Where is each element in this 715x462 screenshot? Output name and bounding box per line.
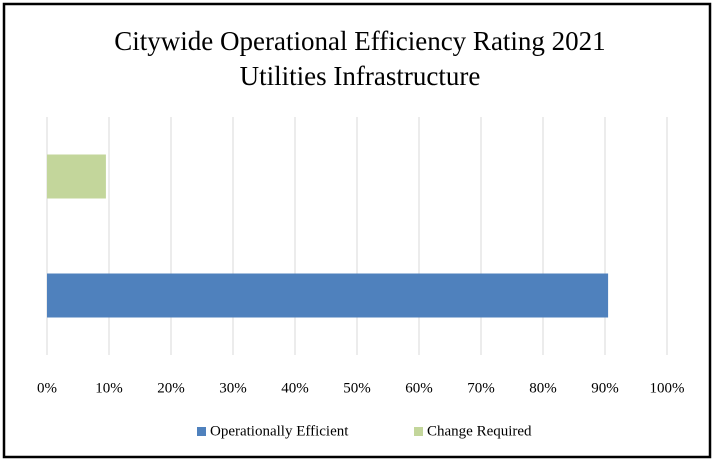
x-tick-label: 80% xyxy=(529,380,557,396)
legend-label: Change Required xyxy=(427,423,532,439)
x-tick-label: 0% xyxy=(37,380,57,396)
x-tick-label: 20% xyxy=(157,380,185,396)
legend-swatch xyxy=(414,427,423,436)
legend-swatch xyxy=(197,427,206,436)
x-tick-label: 50% xyxy=(343,380,371,396)
bar xyxy=(47,273,609,318)
x-tick-label: 100% xyxy=(650,380,685,396)
x-tick-label: 40% xyxy=(281,380,309,396)
x-tick-label: 70% xyxy=(467,380,495,396)
x-tick-label: 60% xyxy=(405,380,433,396)
x-tick-label: 30% xyxy=(219,380,247,396)
chart-title: Citywide Operational Efficiency Rating 2… xyxy=(114,26,605,56)
x-tick-label: 10% xyxy=(95,380,123,396)
x-tick-label: 90% xyxy=(591,380,619,396)
legend-label: Operationally Efficient xyxy=(210,423,349,439)
chart-subtitle: Utilities Infrastructure xyxy=(240,61,481,91)
bar xyxy=(47,154,106,199)
